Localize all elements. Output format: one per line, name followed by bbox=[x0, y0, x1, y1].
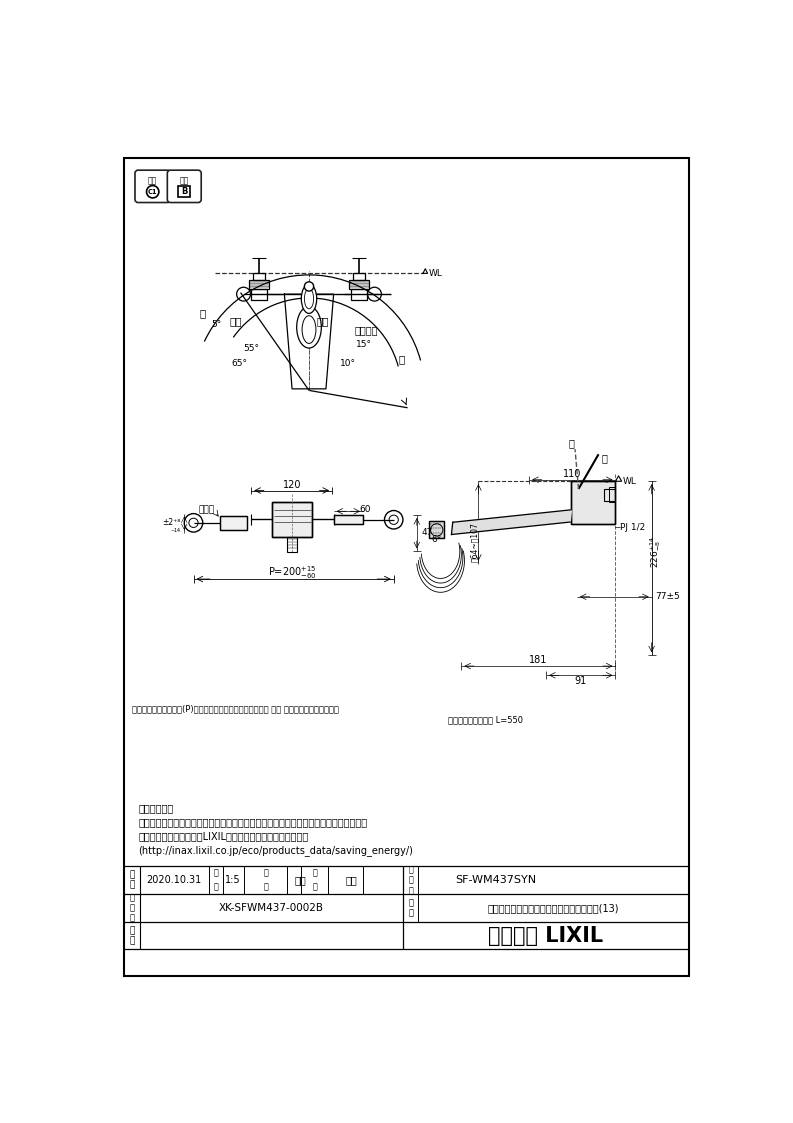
Text: 77±5: 77±5 bbox=[656, 592, 680, 601]
FancyBboxPatch shape bbox=[167, 171, 201, 202]
Text: 尺: 尺 bbox=[213, 869, 218, 878]
Text: (http://inax.lixil.co.jp/eco/products_data/saving_energy/): (http://inax.lixil.co.jp/eco/products_da… bbox=[138, 844, 413, 856]
Text: PJ 1/2: PJ 1/2 bbox=[620, 523, 646, 532]
Bar bbox=[351, 289, 366, 300]
Bar bbox=[253, 273, 265, 280]
Text: ±2⁺⁸: ±2⁺⁸ bbox=[162, 519, 181, 528]
Text: 整流: 整流 bbox=[316, 316, 329, 326]
Text: 91: 91 bbox=[575, 676, 587, 686]
Text: 閉: 閉 bbox=[569, 438, 574, 448]
Text: B: B bbox=[181, 188, 187, 197]
Text: 取付脚: 取付脚 bbox=[199, 505, 215, 514]
Text: 図
番
号: 図 番 号 bbox=[129, 893, 134, 923]
Bar bbox=[251, 289, 266, 300]
Text: 備
考: 備 考 bbox=[129, 925, 135, 946]
Bar bbox=[353, 273, 366, 280]
Text: 5°: 5° bbox=[212, 320, 222, 329]
Text: 図: 図 bbox=[312, 883, 317, 892]
Text: 47: 47 bbox=[421, 528, 433, 537]
Text: 株式会社 LIXIL: 株式会社 LIXIL bbox=[488, 925, 603, 946]
Text: 節湯: 節湯 bbox=[148, 176, 157, 185]
Bar bbox=[571, 482, 615, 523]
Text: P=200$^{+15}_{-60}$: P=200$^{+15}_{-60}$ bbox=[268, 565, 316, 582]
Bar bbox=[272, 502, 312, 537]
Bar bbox=[571, 482, 615, 523]
Bar bbox=[272, 502, 312, 537]
Text: 110: 110 bbox=[563, 468, 581, 478]
Text: 15°: 15° bbox=[356, 339, 373, 349]
Text: シャワー: シャワー bbox=[355, 326, 378, 336]
Text: 181: 181 bbox=[529, 655, 548, 665]
Ellipse shape bbox=[301, 284, 316, 313]
Text: 55°: 55° bbox=[243, 344, 259, 353]
Text: 磯崎: 磯崎 bbox=[346, 875, 358, 885]
Text: 節湯: 節湯 bbox=[180, 176, 189, 185]
Ellipse shape bbox=[305, 289, 313, 309]
Bar bbox=[349, 280, 369, 289]
Bar bbox=[429, 521, 444, 538]
Bar bbox=[609, 487, 615, 502]
Text: 開64~閉107: 開64~閉107 bbox=[470, 522, 479, 562]
Text: 湯: 湯 bbox=[200, 309, 206, 319]
Text: WL: WL bbox=[429, 268, 443, 277]
Polygon shape bbox=[285, 294, 334, 389]
Text: 検: 検 bbox=[312, 869, 317, 878]
Text: 226$^{+14}_{-8}$: 226$^{+14}_{-8}$ bbox=[648, 536, 663, 568]
Ellipse shape bbox=[297, 307, 321, 348]
Text: ・節湯記号については、LIXILホームページを参照ください。: ・節湯記号については、LIXILホームページを参照ください。 bbox=[138, 831, 308, 841]
Text: 度: 度 bbox=[213, 883, 218, 892]
Text: 水: 水 bbox=[398, 355, 404, 365]
Text: 2020.10.31: 2020.10.31 bbox=[147, 875, 202, 885]
Bar bbox=[220, 515, 247, 530]
Text: C1: C1 bbox=[148, 189, 158, 194]
Text: 6°: 6° bbox=[431, 536, 442, 545]
Text: ・流量調節栓は取付脚に付いています。取替えの際は、取付脚ごと交換してください。: ・流量調節栓は取付脚に付いています。取替えの際は、取付脚ごと交換してください。 bbox=[138, 818, 367, 828]
Text: 品
番
号: 品 番 号 bbox=[408, 865, 413, 895]
Text: ホース引き出し長さ L=550: ホース引き出し長さ L=550 bbox=[447, 715, 523, 724]
FancyBboxPatch shape bbox=[135, 171, 170, 202]
Text: 10°: 10° bbox=[339, 359, 355, 368]
Text: 60: 60 bbox=[359, 505, 370, 514]
Text: ₋₁₄: ₋₁₄ bbox=[170, 526, 181, 535]
Bar bbox=[429, 521, 444, 538]
Bar bbox=[249, 280, 269, 289]
Polygon shape bbox=[451, 510, 572, 535]
Text: 図: 図 bbox=[263, 883, 268, 892]
Text: 開: 開 bbox=[602, 454, 607, 463]
Bar bbox=[334, 515, 363, 524]
Bar bbox=[178, 186, 190, 198]
Text: ハンドシャワー付シングルレバー混合水栓(13): ハンドシャワー付シングルレバー混合水栓(13) bbox=[488, 903, 619, 913]
Text: ・（水抜式）: ・（水抜式） bbox=[138, 804, 174, 813]
Bar bbox=[334, 515, 363, 524]
Text: 日
付: 日 付 bbox=[129, 870, 135, 889]
Text: 品
名: 品 名 bbox=[408, 898, 413, 917]
Text: 内山: 内山 bbox=[295, 875, 306, 885]
Bar bbox=[220, 515, 247, 530]
Text: 1:5: 1:5 bbox=[225, 875, 241, 885]
Text: 混合: 混合 bbox=[230, 316, 242, 326]
Text: SF-WM437SYN: SF-WM437SYN bbox=[454, 875, 536, 885]
Text: 製: 製 bbox=[263, 869, 268, 878]
Text: 120: 120 bbox=[283, 481, 301, 490]
Bar bbox=[604, 489, 615, 501]
Ellipse shape bbox=[302, 316, 316, 344]
Circle shape bbox=[305, 282, 313, 291]
Text: 65°: 65° bbox=[232, 359, 247, 368]
Bar bbox=[287, 537, 297, 553]
Text: WL: WL bbox=[623, 477, 637, 486]
Text: XK-SFWM437-0002B: XK-SFWM437-0002B bbox=[219, 903, 324, 913]
Text: ＊印寸法は配管ピッチ(P)が最大～最小の場合を（標準寸法 最大 最小）で示しています。: ＊印寸法は配管ピッチ(P)が最大～最小の場合を（標準寸法 最大 最小）で示してい… bbox=[132, 704, 339, 713]
